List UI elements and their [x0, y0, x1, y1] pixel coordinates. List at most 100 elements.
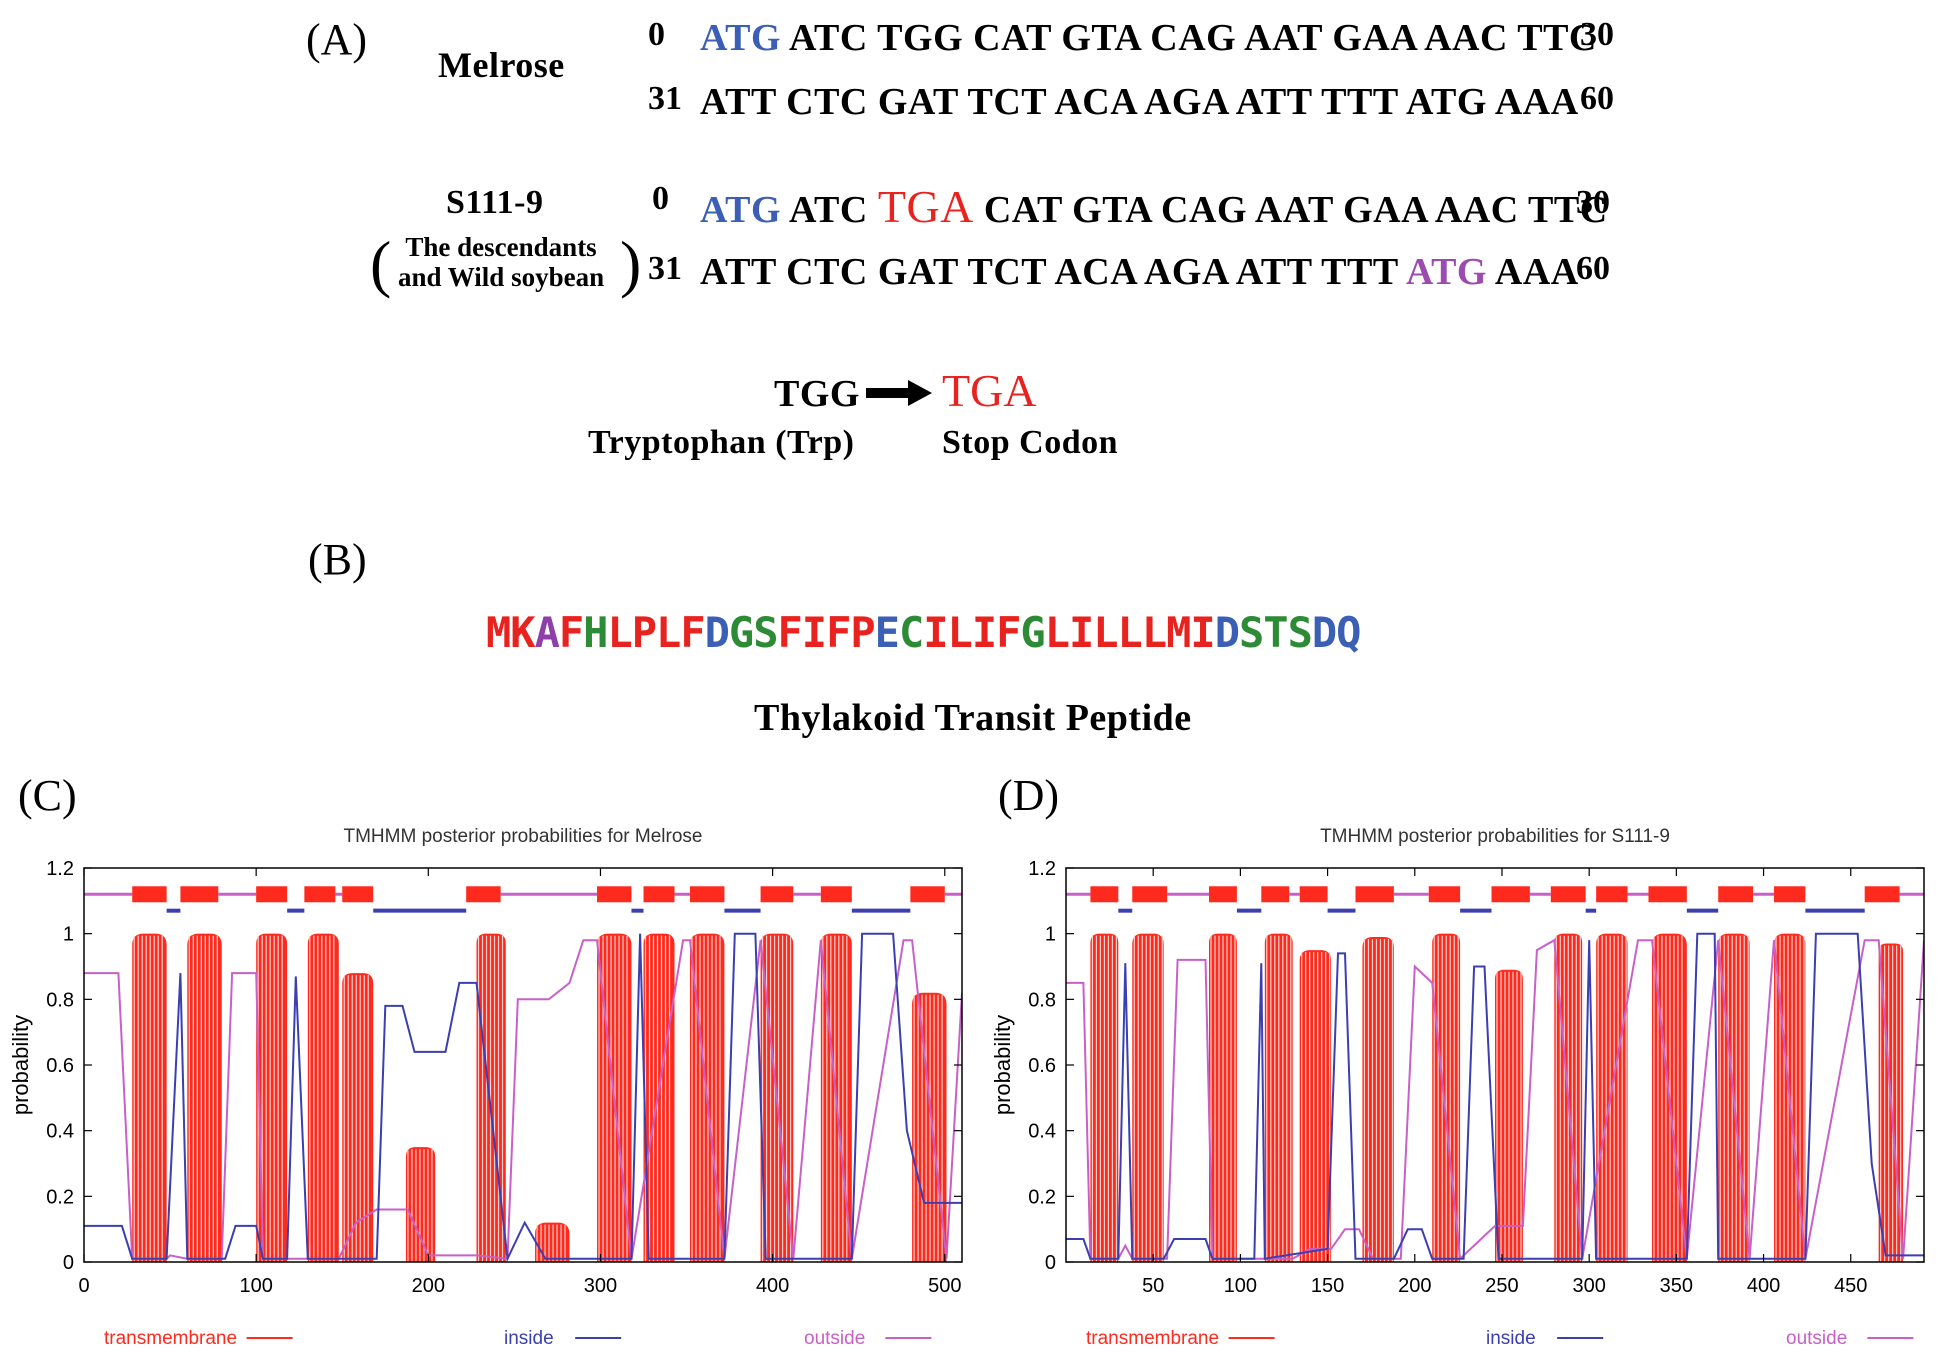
peptide-segment: C	[898, 608, 924, 657]
topology-tm-segment	[1491, 886, 1530, 903]
y-tick-label: 1	[1045, 924, 1056, 946]
s111-row2-end: 60	[1576, 250, 1610, 287]
y-tick-label: 0	[1045, 1252, 1056, 1274]
y-tick-label: 0	[63, 1252, 74, 1274]
start-codon: ATG	[700, 17, 782, 59]
peptide-segment: LPLF	[607, 608, 705, 657]
legend-item-transmembrane: transmembrane	[1086, 1328, 1275, 1349]
peptide-segment: MK	[486, 608, 536, 657]
topology-tm-segment	[132, 886, 167, 903]
topology-tm-segment	[597, 886, 632, 903]
y-tick-label: 0.4	[1028, 1121, 1056, 1143]
x-tick-label: 400	[1747, 1275, 1780, 1297]
x-tick-label: 300	[1572, 1275, 1605, 1297]
topology-tm-segment	[1864, 886, 1900, 903]
y-axis-label: probability	[8, 1015, 33, 1115]
melrose-row2-end: 60	[1580, 80, 1614, 117]
transmembrane-peak	[1132, 933, 1164, 1262]
transmembrane-peak	[912, 992, 947, 1262]
transmembrane-peak	[1090, 933, 1119, 1262]
topology-tm-segment	[689, 886, 725, 903]
x-tick-label: 250	[1485, 1275, 1518, 1297]
topology-tm-segment	[1428, 886, 1461, 903]
paren-left: (	[370, 228, 392, 299]
paren-right: )	[620, 228, 642, 299]
transmembrane-peak	[132, 933, 167, 1262]
topology-tm-segment	[760, 886, 794, 903]
plot-area	[1066, 886, 1924, 1262]
topology-tm-segment	[910, 886, 945, 903]
y-tick-label: 1	[63, 924, 74, 946]
x-tick-label: 100	[239, 1275, 272, 1297]
transmembrane-peak	[405, 1147, 436, 1262]
topology-tm-segment	[1090, 886, 1119, 903]
y-tick-label: 0.8	[46, 989, 74, 1011]
melrose-row1-seq: ATG ATC TGG CAT GTA CAG AAT GAA AAC TTC	[700, 16, 1597, 60]
x-tick-label: 200	[1398, 1275, 1431, 1297]
topology-tm-segment	[820, 886, 852, 903]
transmembrane-peak	[1596, 933, 1628, 1262]
legend-item-inside: inside	[1486, 1328, 1604, 1349]
peptide-caption: Thylakoid Transit Peptide	[754, 697, 1192, 739]
legend-item-inside: inside	[504, 1328, 622, 1349]
topology-tm-segment	[1299, 886, 1328, 903]
from-codon: TGG	[774, 373, 860, 415]
transmembrane-peak	[187, 933, 222, 1262]
legend-label: transmembrane	[1086, 1328, 1219, 1349]
y-tick-label: 0.8	[1028, 989, 1056, 1011]
transmembrane-peak	[643, 933, 675, 1262]
transmembrane-peak	[1299, 950, 1332, 1262]
peptide-segment: F	[558, 608, 584, 657]
legend-label: outside	[1786, 1328, 1847, 1349]
transmembrane-peak	[1432, 933, 1461, 1262]
s111-row2-start: 31	[648, 250, 682, 287]
panel-d-label: (D)	[998, 771, 1060, 820]
legend-label: transmembrane	[104, 1328, 237, 1349]
topology-tm-segment	[466, 886, 501, 903]
transmembrane-peak	[1495, 969, 1523, 1262]
y-tick-label: 1.2	[46, 858, 74, 880]
x-tick-label: 300	[584, 1275, 617, 1297]
transmembrane-peak	[1264, 933, 1293, 1262]
y-tick-label: 0.6	[46, 1055, 74, 1077]
y-axis-label: probability	[990, 1015, 1015, 1115]
codon-seq: ATT CTC GAT TCT ACA AGA ATT TTT	[700, 251, 1399, 293]
x-tick-label: 500	[928, 1275, 961, 1297]
codon-seq: CAT GTA CAG AAT GAA AAC TTC	[983, 189, 1608, 231]
start-codon: ATG	[700, 189, 782, 231]
peptide-sequence: MKAFHLPLFDGSFIFPECILIFGLILLLMIDSTSDQ	[486, 608, 1362, 657]
to-codon: TGA	[942, 365, 1037, 416]
peptide-segment: G	[1020, 608, 1045, 657]
peptide-segment: DQ	[1311, 608, 1362, 657]
plot-area	[84, 886, 962, 1262]
peptide-segment: GS	[728, 608, 779, 657]
s111-row2-seq: ATT CTC GAT TCT ACA AGA ATT TTT ATG AAA	[700, 250, 1579, 294]
x-tick-label: 200	[412, 1275, 445, 1297]
y-tick-label: 1.2	[1028, 858, 1056, 880]
transmembrane-peak	[307, 933, 339, 1262]
topology-tm-segment	[1648, 886, 1687, 903]
legend-item-outside: outside	[804, 1328, 932, 1349]
topology-tm-segment	[1774, 886, 1806, 903]
x-tick-label: 50	[1142, 1275, 1164, 1297]
transmembrane-peak	[1209, 933, 1237, 1262]
panel-a-label: (A)	[306, 15, 368, 64]
melrose-row2-start: 31	[648, 80, 682, 117]
s111-subtitle-line1: The descendants	[405, 232, 597, 262]
inside-line	[84, 932, 962, 1262]
x-tick-label: 450	[1834, 1275, 1867, 1297]
tmhmm-chart-s111: TMHMM posterior probabilities for S111-9…	[990, 826, 1925, 1349]
arrow-right-icon	[866, 380, 932, 406]
panel-b-label: (B)	[308, 535, 367, 584]
codon-seq: AAA	[1494, 251, 1579, 293]
peptide-segment: E	[874, 608, 900, 657]
topology-tm-segment	[1550, 886, 1586, 903]
from-label: Tryptophan (Trp)	[588, 424, 855, 461]
topology-tm-segment	[1261, 886, 1290, 903]
legend-item-transmembrane: transmembrane	[104, 1328, 293, 1349]
peptide-segment: FIFP	[777, 608, 876, 657]
s111-name: S111-9	[446, 184, 544, 221]
topology-tm-segment	[342, 886, 374, 903]
peptide-segment: STS	[1239, 608, 1313, 657]
s111-row1-end: 30	[1576, 184, 1610, 221]
